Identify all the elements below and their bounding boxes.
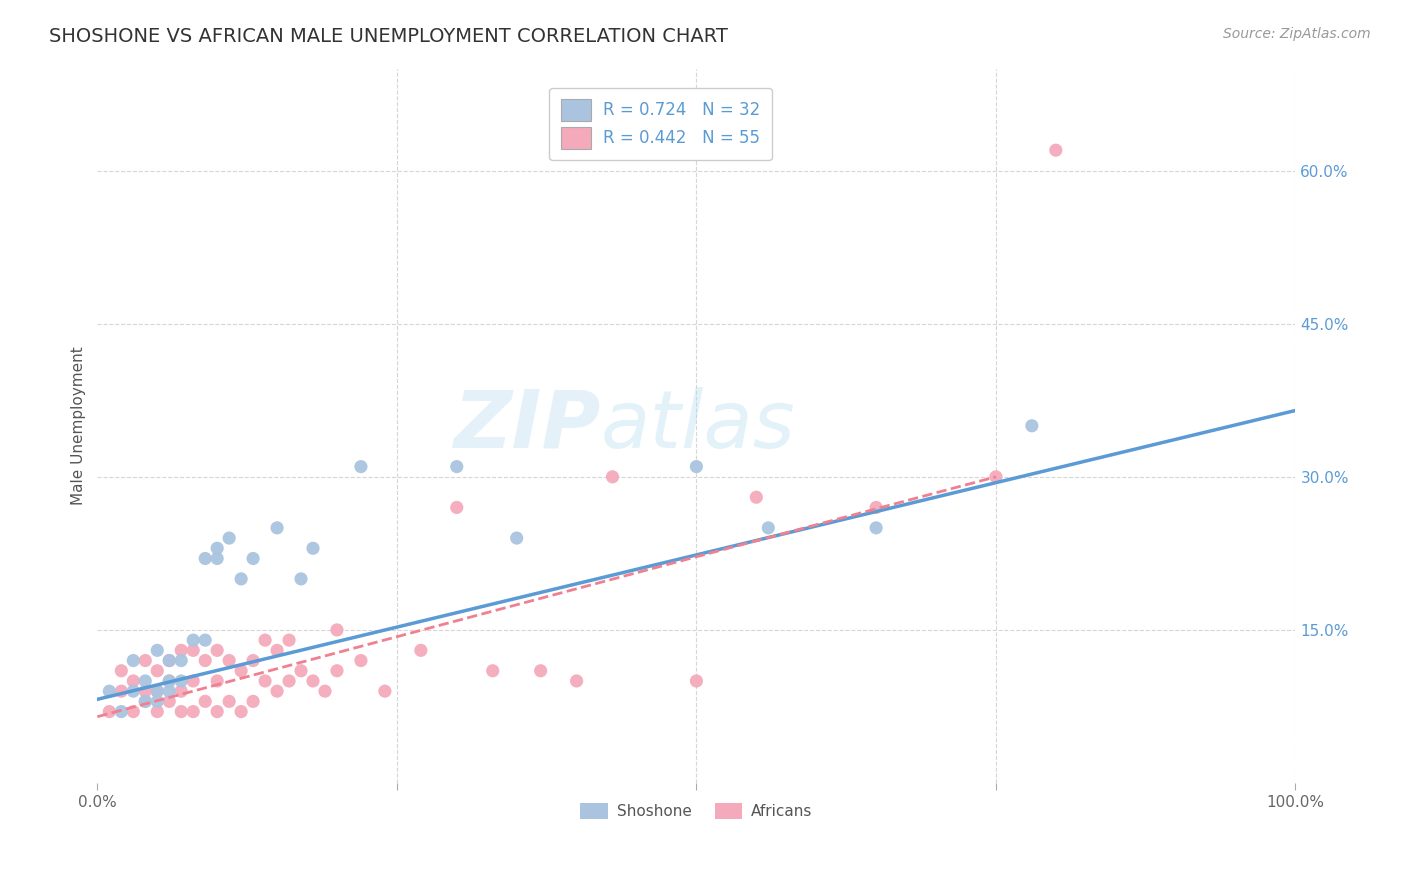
Point: [218, 531, 240, 545]
Point: [218, 654, 240, 668]
Point: [685, 459, 707, 474]
Point: [157, 694, 180, 708]
Point: [146, 684, 169, 698]
Legend: Shoshone, Africans: Shoshone, Africans: [574, 797, 818, 825]
Point: [134, 694, 156, 708]
Point: [350, 654, 373, 668]
Point: [134, 654, 156, 668]
Point: [745, 490, 768, 504]
Point: [266, 521, 288, 535]
Point: [350, 459, 373, 474]
Point: [146, 664, 169, 678]
Point: [157, 673, 180, 688]
Point: [984, 470, 1007, 484]
Point: [685, 673, 707, 688]
Point: [205, 705, 228, 719]
Point: [157, 673, 180, 688]
Point: [565, 673, 588, 688]
Point: [326, 664, 349, 678]
Text: Source: ZipAtlas.com: Source: ZipAtlas.com: [1223, 27, 1371, 41]
Point: [602, 470, 624, 484]
Point: [481, 664, 503, 678]
Point: [1045, 143, 1067, 157]
Point: [205, 673, 228, 688]
Point: [242, 654, 264, 668]
Point: [530, 664, 553, 678]
Point: [146, 694, 169, 708]
Point: [205, 643, 228, 657]
Point: [1021, 418, 1043, 433]
Text: ZIP: ZIP: [453, 387, 600, 465]
Point: [302, 673, 325, 688]
Point: [170, 654, 193, 668]
Point: [229, 705, 252, 719]
Point: [194, 633, 217, 648]
Y-axis label: Male Unemployment: Male Unemployment: [72, 346, 86, 505]
Point: [278, 673, 301, 688]
Point: [194, 654, 217, 668]
Point: [290, 664, 312, 678]
Point: [266, 643, 288, 657]
Point: [98, 684, 121, 698]
Point: [110, 664, 132, 678]
Point: [865, 521, 887, 535]
Point: [181, 633, 204, 648]
Point: [134, 673, 156, 688]
Point: [218, 694, 240, 708]
Point: [194, 551, 217, 566]
Point: [146, 684, 169, 698]
Point: [505, 531, 527, 545]
Point: [865, 500, 887, 515]
Point: [122, 684, 145, 698]
Point: [374, 684, 396, 698]
Point: [157, 654, 180, 668]
Point: [205, 541, 228, 556]
Point: [229, 572, 252, 586]
Point: [98, 705, 121, 719]
Point: [110, 684, 132, 698]
Point: [146, 643, 169, 657]
Point: [122, 705, 145, 719]
Text: atlas: atlas: [600, 387, 796, 465]
Point: [278, 633, 301, 648]
Point: [146, 705, 169, 719]
Point: [266, 684, 288, 698]
Point: [242, 551, 264, 566]
Point: [181, 673, 204, 688]
Point: [170, 673, 193, 688]
Point: [170, 643, 193, 657]
Point: [170, 684, 193, 698]
Point: [314, 684, 336, 698]
Point: [194, 694, 217, 708]
Text: SHOSHONE VS AFRICAN MALE UNEMPLOYMENT CORRELATION CHART: SHOSHONE VS AFRICAN MALE UNEMPLOYMENT CO…: [49, 27, 728, 45]
Point: [446, 459, 468, 474]
Point: [157, 684, 180, 698]
Point: [756, 521, 779, 535]
Point: [110, 705, 132, 719]
Point: [254, 673, 277, 688]
Point: [134, 694, 156, 708]
Point: [446, 500, 468, 515]
Point: [181, 705, 204, 719]
Point: [122, 673, 145, 688]
Point: [157, 654, 180, 668]
Point: [326, 623, 349, 637]
Point: [181, 643, 204, 657]
Point: [170, 705, 193, 719]
Point: [242, 694, 264, 708]
Point: [254, 633, 277, 648]
Point: [409, 643, 432, 657]
Point: [205, 551, 228, 566]
Point: [229, 664, 252, 678]
Point: [134, 684, 156, 698]
Point: [302, 541, 325, 556]
Point: [290, 572, 312, 586]
Point: [122, 654, 145, 668]
